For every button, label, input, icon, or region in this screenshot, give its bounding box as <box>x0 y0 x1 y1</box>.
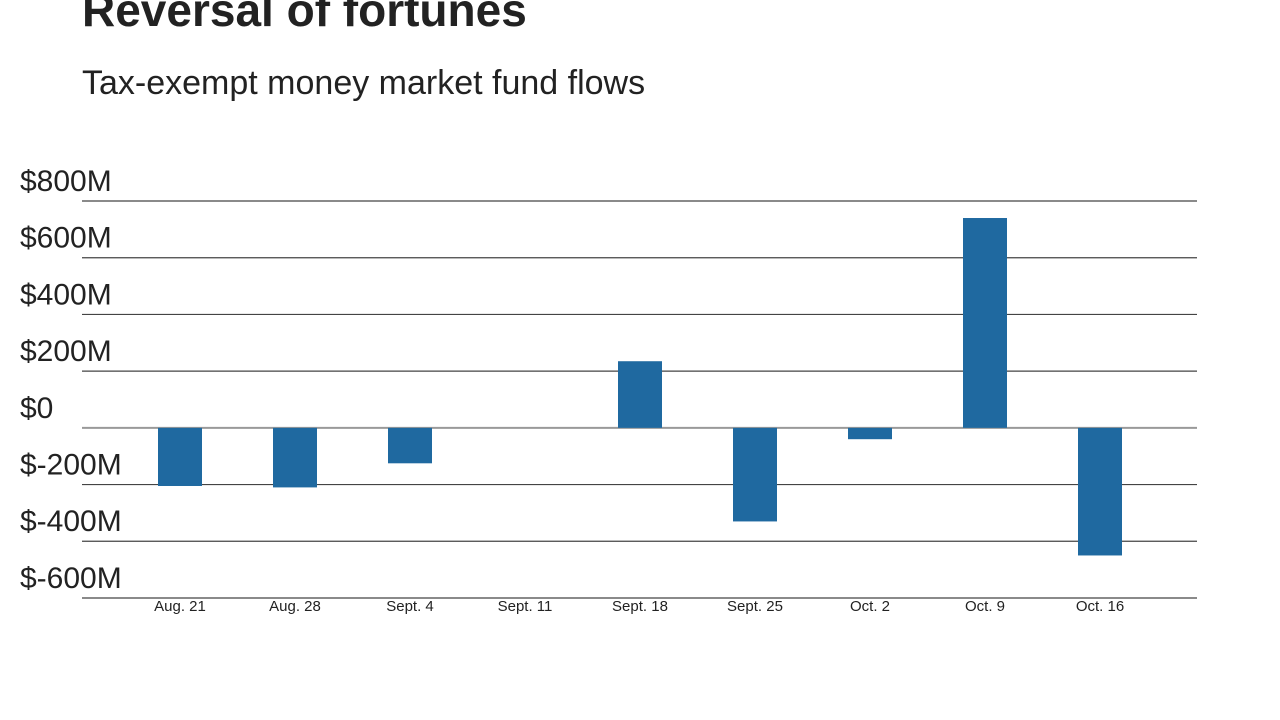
y-tick-label: $800M <box>20 165 112 198</box>
x-tick-label: Sept. 18 <box>612 598 668 615</box>
bar <box>848 427 892 440</box>
x-tick-label: Sept. 11 <box>498 598 553 615</box>
chart-subtitle: Tax-exempt money market fund flows <box>82 64 645 102</box>
y-tick-label: $400M <box>20 278 112 311</box>
x-tick-label: Aug. 21 <box>154 598 206 615</box>
bar <box>733 427 777 522</box>
x-tick-label: Sept. 25 <box>727 598 783 615</box>
bar <box>388 427 432 464</box>
bar <box>273 427 317 488</box>
x-tick-label: Oct. 16 <box>1076 598 1124 615</box>
y-tick-label: $600M <box>20 222 112 255</box>
y-tick-label: $200M <box>20 335 112 368</box>
y-tick-label: $-200M <box>20 448 122 481</box>
bar <box>963 218 1007 428</box>
x-tick-label: Aug. 28 <box>269 598 321 615</box>
x-tick-label: Oct. 9 <box>965 598 1005 615</box>
x-tick-label: Sept. 4 <box>386 598 434 615</box>
y-tick-label: $0 <box>20 392 53 425</box>
x-tick-label: Oct. 2 <box>850 598 890 615</box>
y-tick-label: $-400M <box>20 505 122 538</box>
bar <box>618 361 662 428</box>
chart-title: Reversal of fortunes <box>82 0 527 36</box>
bar <box>1078 427 1122 556</box>
y-tick-label: $-600M <box>20 562 122 595</box>
bar <box>158 427 202 486</box>
